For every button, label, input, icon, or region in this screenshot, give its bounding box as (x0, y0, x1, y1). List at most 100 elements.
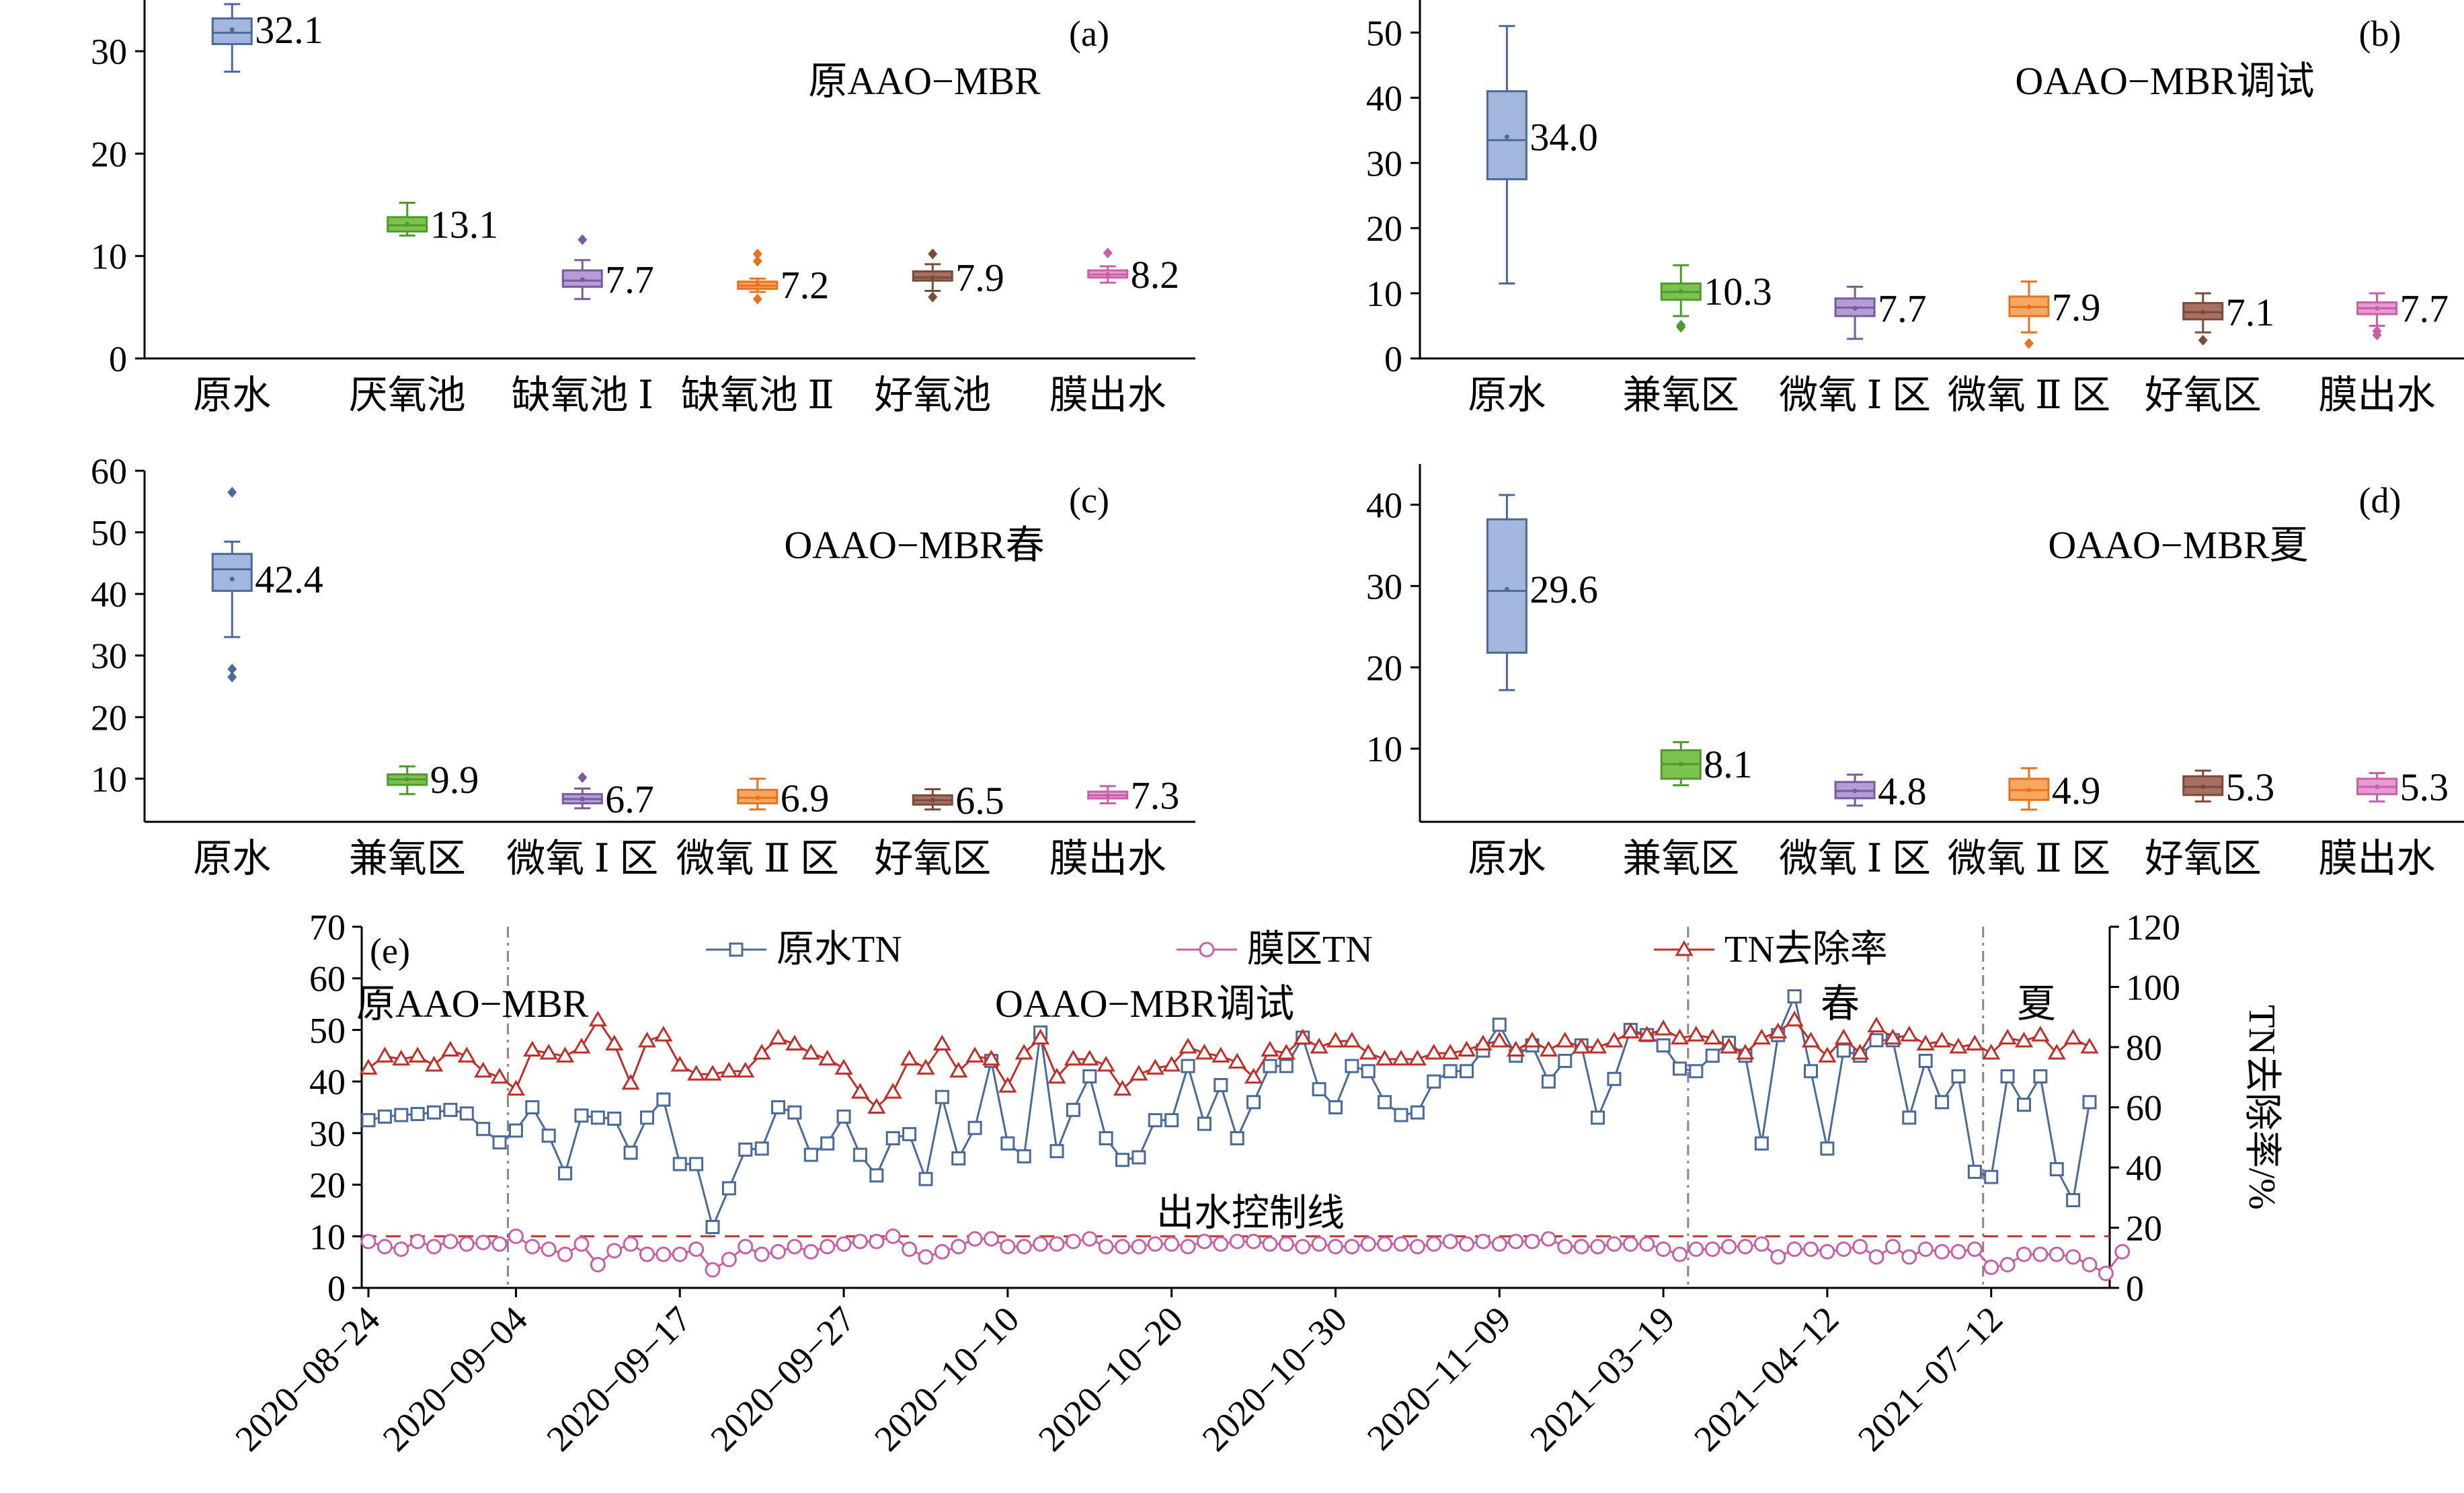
data-point (1883, 1028, 1903, 1045)
mean-label: 5.3 (2226, 765, 2275, 809)
data-point (1295, 1239, 1311, 1255)
data-point (1508, 1233, 1524, 1250)
data-point (1590, 1239, 1606, 1255)
box-3: 7.2 (737, 248, 829, 307)
data-point (1199, 942, 1215, 958)
category-label: 微氧 Ⅰ 区 (1779, 837, 1931, 880)
data-point (1752, 1028, 1771, 1045)
box-mean-point (405, 777, 410, 782)
data-point (1393, 1236, 1409, 1252)
data-point (1558, 1053, 1573, 1068)
box-mean-point (1678, 289, 1683, 294)
box-mean-point (1852, 788, 1858, 794)
data-point (1621, 1022, 1640, 1039)
mean-label: 29.6 (1529, 568, 1598, 611)
data-point (1917, 1241, 1934, 1257)
data-point (1900, 1026, 1919, 1042)
data-point (655, 1246, 672, 1262)
data-point (506, 1079, 526, 1096)
y-tick-label: 40 (1366, 485, 1402, 525)
data-point (1294, 1028, 1312, 1045)
mean-label: 7.1 (2226, 291, 2275, 334)
box-2: 4.8 (1834, 769, 1927, 813)
x-tick-label: 2020−09−04 (375, 1299, 535, 1459)
data-point (719, 1061, 738, 1078)
data-point (918, 1172, 933, 1186)
data-point (1949, 1038, 1968, 1054)
data-point (1278, 1236, 1294, 1252)
data-point (1591, 1110, 1605, 1125)
y-tick-label: 60 (91, 451, 127, 492)
data-point (801, 1043, 820, 1060)
category-label: 原水 (193, 373, 271, 417)
box-mean-point (2026, 788, 2032, 793)
data-point (1196, 1233, 1212, 1250)
data-point (394, 1108, 409, 1122)
data-point (670, 1055, 689, 1072)
data-point (1753, 1236, 1770, 1252)
panel-title: 原AAO−MBR (808, 59, 1041, 103)
outlier-point (578, 234, 588, 245)
data-point (1065, 1233, 1081, 1250)
data-point (1031, 1028, 1050, 1045)
data-point (902, 1126, 917, 1141)
box-mean-point (2026, 304, 2032, 309)
data-point (1869, 1033, 1884, 1048)
mean-label: 9.9 (430, 758, 479, 802)
data-point (1540, 1231, 1556, 1247)
data-point (1671, 1246, 1687, 1262)
data-point (916, 1059, 935, 1075)
data-point (1312, 1082, 1326, 1097)
data-point (1851, 1043, 1870, 1060)
x-tick-label: 2020−09−17 (539, 1299, 699, 1459)
data-point (457, 1046, 476, 1063)
data-point (850, 1083, 870, 1099)
data-point (459, 1106, 474, 1121)
data-point (1524, 1233, 1540, 1250)
y-tick-label: 10 (91, 237, 127, 277)
data-point (623, 1145, 638, 1160)
x-tick-label: 2021−04−12 (1686, 1299, 1846, 1459)
outlier-point (1103, 247, 1113, 259)
data-point (1408, 1049, 1427, 1066)
y-tick-label: 20 (91, 697, 127, 738)
period-label: 夏 (2017, 982, 2056, 1026)
data-point (1228, 1052, 1246, 1069)
data-point (818, 1049, 837, 1066)
data-point (574, 1108, 589, 1123)
data-point (1244, 1067, 1263, 1084)
panel-label: (e) (370, 931, 410, 971)
data-point (1901, 1249, 1917, 1265)
data-point (1033, 1236, 1049, 1252)
data-point (1129, 1065, 1148, 1081)
data-point (1310, 1038, 1328, 1054)
data-point (885, 1131, 900, 1146)
y-tick-label: 0 (1384, 339, 1402, 379)
data-point (935, 1089, 949, 1104)
data-point (754, 1141, 769, 1156)
mean-label: 4.8 (1878, 769, 1927, 813)
data-point (1786, 1241, 1802, 1257)
data-point (1016, 1239, 1032, 1255)
data-point (1211, 1046, 1230, 1063)
data-point (2065, 1249, 2081, 1265)
data-point (1394, 1108, 1408, 1122)
data-point (1015, 1043, 1033, 1060)
x-tick-label: 2020−10−10 (867, 1299, 1027, 1459)
data-point (1654, 1020, 1673, 1036)
data-point (1214, 1078, 1228, 1093)
legend-label: 原水TN (777, 929, 902, 970)
box-1: 13.1 (387, 202, 498, 247)
y-tick-label: 10 (91, 759, 127, 800)
data-point (1442, 1233, 1458, 1250)
box-mean-point (755, 795, 760, 800)
data-point (1049, 1144, 1064, 1159)
data-point (803, 1147, 818, 1162)
data-point (1622, 1236, 1638, 1252)
data-point (983, 1231, 999, 1247)
data-point (752, 1043, 771, 1060)
data-point (1213, 1236, 1229, 1252)
mean-label: 10.3 (1704, 270, 1772, 313)
data-point (474, 1061, 493, 1078)
mean-label: 7.9 (2052, 285, 2101, 329)
